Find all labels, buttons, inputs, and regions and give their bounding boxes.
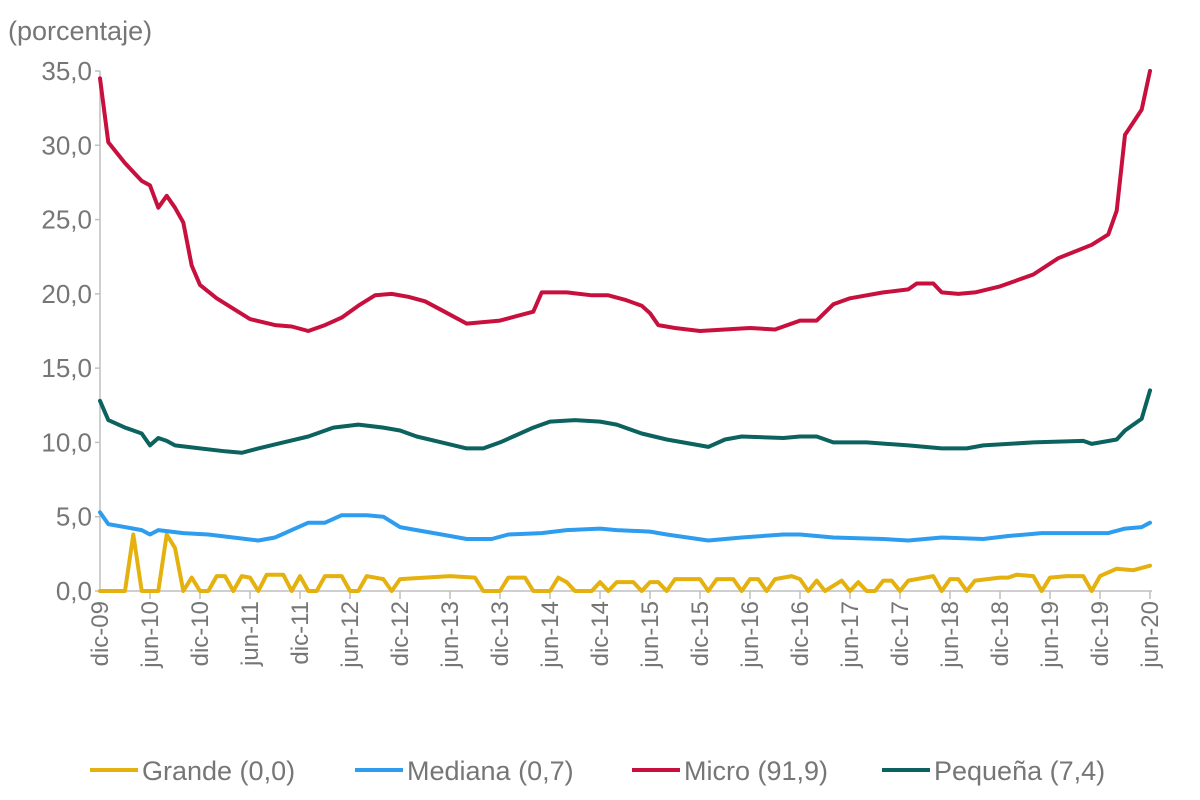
y-axis-label: (porcentaje) (8, 16, 152, 46)
x-tick-label: dic-12 (387, 601, 414, 666)
x-tick-label: dic-13 (487, 601, 514, 666)
x-tick-label: jun-19 (1037, 601, 1064, 669)
y-tick-label: 0,0 (56, 576, 92, 606)
legend-item: Grande (0,0) (90, 756, 295, 786)
series-line (98, 69, 1152, 333)
y-tick-label: 35,0 (41, 56, 92, 86)
y-tick-label: 10,0 (41, 427, 92, 457)
x-tick-label: dic-11 (287, 601, 314, 665)
x-tick-label: jun-13 (437, 601, 464, 669)
legend-label: Mediana (0,7) (407, 756, 574, 786)
legend: Grande (0,0) Mediana (0,7) Micro (91,9) Peq… (90, 756, 1105, 786)
series-line (98, 532, 1152, 593)
legend-item: Mediana (0,7) (355, 756, 574, 786)
series-line (98, 388, 1152, 455)
x-tick-label: jun-15 (637, 601, 664, 669)
x-tick-label: jun-10 (137, 601, 164, 669)
series-lines (98, 69, 1152, 593)
x-tick-label: jun-18 (937, 601, 964, 669)
x-tick-label: jun-17 (837, 601, 864, 669)
y-tick-label: 25,0 (41, 205, 92, 235)
x-tick-label: dic-17 (887, 601, 914, 666)
x-tick-label: jun-14 (537, 601, 564, 669)
x-tick-label: jun-16 (737, 601, 764, 669)
x-tick-label: dic-10 (187, 601, 214, 666)
x-tick-label: dic-19 (1087, 601, 1114, 666)
x-tick-label: dic-14 (587, 601, 614, 666)
x-tick-label: dic-18 (987, 601, 1014, 666)
axes: 0,0 5,0 10,0 15,0 20,0 25,0 30,0 35,0 dic-09 jun-… (41, 56, 1164, 669)
y-tick-label: 20,0 (41, 279, 92, 309)
legend-label: Grande (0,0) (142, 756, 295, 786)
y-tick-label: 5,0 (56, 502, 92, 532)
x-tick-label: dic-09 (87, 601, 114, 666)
x-tick-label: jun-20 (1137, 601, 1164, 669)
legend-label: Micro (91,9) (684, 756, 828, 786)
y-tick-label: 30,0 (41, 130, 92, 160)
x-tick-label: jun-12 (337, 601, 364, 669)
x-tick-label: dic-15 (687, 601, 714, 666)
legend-item: Pequeña (7,4) (882, 756, 1105, 786)
legend-label: Pequeña (7,4) (934, 756, 1105, 786)
legend-item: Micro (91,9) (632, 756, 828, 786)
y-tick-label: 15,0 (41, 353, 92, 383)
x-tick-label: dic-16 (787, 601, 814, 666)
series-line (98, 510, 1152, 543)
x-tick-label: jun-11 (237, 601, 264, 667)
